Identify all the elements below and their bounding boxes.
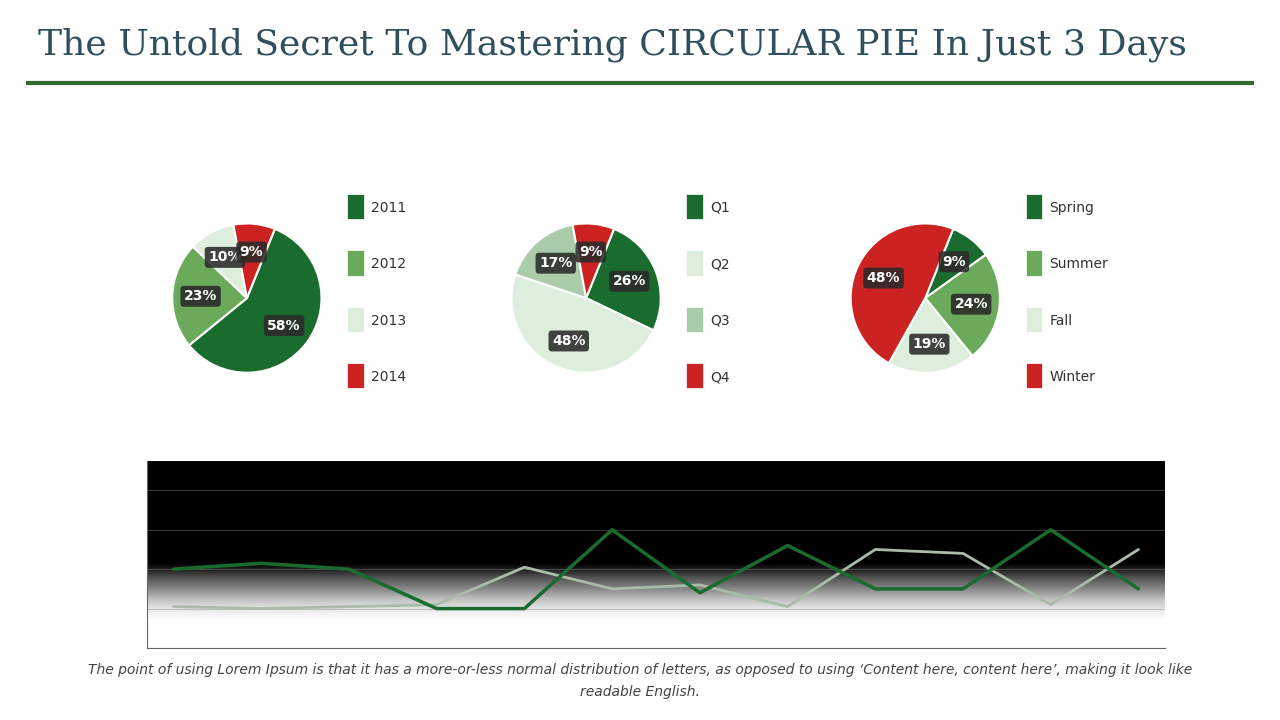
Text: 48%: 48% — [867, 271, 900, 285]
Text: 2014: 2014 — [371, 370, 406, 384]
Text: 9%: 9% — [239, 245, 264, 259]
Wedge shape — [572, 223, 614, 298]
Text: Q4: Q4 — [710, 370, 730, 384]
Text: 23%: 23% — [184, 289, 218, 303]
Text: 58%: 58% — [268, 318, 301, 333]
Bar — [1025, 363, 1042, 388]
Wedge shape — [193, 225, 247, 298]
Wedge shape — [233, 223, 275, 298]
Wedge shape — [512, 274, 653, 373]
Text: Example text: Example text — [936, 124, 1059, 141]
Wedge shape — [925, 255, 1000, 356]
Text: Example text: Example text — [594, 124, 718, 141]
Bar — [1025, 250, 1042, 276]
Wedge shape — [586, 229, 660, 330]
Text: Summer: Summer — [1050, 257, 1108, 271]
Wedge shape — [173, 247, 247, 346]
Bar — [686, 363, 703, 388]
Text: 10%: 10% — [209, 251, 242, 264]
Text: 9%: 9% — [942, 255, 965, 269]
Bar — [686, 307, 703, 332]
Bar — [686, 194, 703, 219]
Text: 26%: 26% — [613, 274, 646, 288]
Text: 48%: 48% — [552, 334, 585, 348]
Text: Q1: Q1 — [710, 201, 730, 215]
Bar — [686, 250, 703, 276]
Text: Q3: Q3 — [710, 314, 730, 328]
Wedge shape — [189, 229, 321, 373]
Text: The point of using Lorem Ipsum is that it has a more-or-less normal distribution: The point of using Lorem Ipsum is that i… — [88, 663, 1192, 699]
Text: Winter: Winter — [1050, 370, 1096, 384]
Bar — [347, 307, 364, 332]
Wedge shape — [851, 223, 954, 363]
Bar — [347, 250, 364, 276]
Wedge shape — [888, 298, 973, 373]
Bar — [1025, 307, 1042, 332]
Text: 19%: 19% — [913, 337, 946, 351]
Text: 24%: 24% — [955, 297, 988, 311]
Wedge shape — [516, 225, 586, 298]
Text: Q2: Q2 — [710, 257, 730, 271]
Text: 2013: 2013 — [371, 314, 406, 328]
Text: 2012: 2012 — [371, 257, 406, 271]
Bar — [347, 363, 364, 388]
Wedge shape — [925, 229, 986, 298]
Text: Fall: Fall — [1050, 314, 1073, 328]
Text: Example text: Example text — [253, 124, 376, 141]
Text: 17%: 17% — [539, 256, 572, 270]
Bar — [347, 194, 364, 219]
Text: The Untold Secret To Mastering CIRCULAR PIE In Just 3 Days: The Untold Secret To Mastering CIRCULAR … — [38, 27, 1187, 61]
Text: 9%: 9% — [579, 245, 603, 259]
Text: Spring: Spring — [1050, 201, 1094, 215]
Bar — [1025, 194, 1042, 219]
Text: 2011: 2011 — [371, 201, 406, 215]
